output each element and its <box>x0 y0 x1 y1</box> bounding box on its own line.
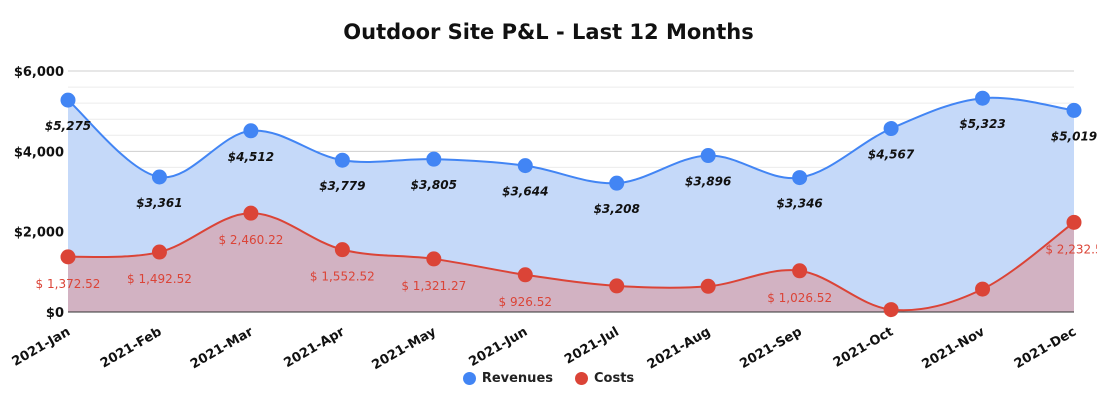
y-tick-label: $4,000 <box>14 145 64 160</box>
legend-swatch-revenues <box>462 372 476 385</box>
costs-data-label: $ 1,552.52 <box>310 270 375 284</box>
series-layer <box>67 96 1075 312</box>
costs-data-label: $ 2,460.22 <box>218 233 283 247</box>
costs-point[interactable] <box>1066 214 1082 230</box>
revenues-point[interactable] <box>517 158 533 174</box>
revenues-point[interactable] <box>700 148 716 164</box>
x-tick-label: 2021-Aug <box>645 324 713 372</box>
chart-legend: Revenues Costs <box>0 371 1097 386</box>
x-tick-label: 2021-Sep <box>737 324 804 372</box>
costs-data-label: $ 1,026.52 <box>767 291 832 305</box>
revenues-data-label: $5,275 <box>45 119 91 133</box>
y-tick-label: $2,000 <box>14 226 64 241</box>
revenues-data-label: $5,019 <box>1051 129 1097 143</box>
costs-data-label: $ 1,492.52 <box>127 272 192 286</box>
revenues-data-label: $5,323 <box>959 117 1005 131</box>
chart-title: Outdoor Site P&L - Last 12 Months <box>343 20 754 44</box>
costs-point[interactable] <box>975 281 991 297</box>
costs-point[interactable] <box>609 278 625 294</box>
revenues-point[interactable] <box>151 169 167 185</box>
x-tick-label: 2021-Mar <box>188 324 256 372</box>
x-tick-label: 2021-Feb <box>98 324 164 371</box>
revenues-data-label: $3,896 <box>685 175 731 189</box>
legend-swatch-costs <box>575 372 588 385</box>
costs-area <box>68 213 1074 312</box>
costs-point[interactable] <box>426 251 442 267</box>
costs-point[interactable] <box>883 302 899 318</box>
legend-item-costs[interactable]: Costs <box>575 371 634 386</box>
x-tick-label: 2021-May <box>370 324 440 373</box>
x-tick-label: 2021-Apr <box>282 324 348 371</box>
costs-point[interactable] <box>334 242 350 258</box>
revenues-point[interactable] <box>1066 102 1082 118</box>
costs-line <box>67 212 1075 312</box>
legend-label-revenues: Revenues <box>481 371 553 386</box>
legend-label-costs: Costs <box>594 371 635 386</box>
revenues-data-label: $3,208 <box>594 202 640 216</box>
costs-data-label: $ 1,321.27 <box>401 279 466 293</box>
revenues-point[interactable] <box>60 92 76 108</box>
costs-data-label: $ 926.52 <box>499 295 552 309</box>
revenues-point[interactable] <box>334 152 350 168</box>
revenues-point[interactable] <box>975 90 991 106</box>
revenues-point[interactable] <box>792 170 808 186</box>
revenues-point[interactable] <box>243 123 259 139</box>
y-tick-label: $6,000 <box>14 65 64 80</box>
revenues-data-label: $3,346 <box>776 197 822 211</box>
x-tick-label: 2021-Jul <box>562 324 622 367</box>
costs-point[interactable] <box>151 244 167 260</box>
revenues-point[interactable] <box>426 151 442 167</box>
revenues-data-label: $4,567 <box>868 148 915 162</box>
costs-data-label: $ 1,372.52 <box>36 277 101 291</box>
revenues-data-label: $4,512 <box>228 150 274 164</box>
costs-data-label: $ 2,232.5 <box>1045 242 1097 256</box>
x-tick-label: 2021-Jan <box>10 324 73 369</box>
y-tick-label: $0 <box>46 306 64 321</box>
revenues-data-label: $3,805 <box>411 178 457 192</box>
x-tick-label: 2021-Nov <box>920 324 988 372</box>
costs-point[interactable] <box>792 263 808 279</box>
revenues-point[interactable] <box>609 175 625 191</box>
revenues-data-label: $3,644 <box>502 185 548 199</box>
revenues-point[interactable] <box>883 121 899 137</box>
costs-point[interactable] <box>60 249 76 265</box>
x-tick-label: 2021-Jun <box>467 324 531 369</box>
costs-point[interactable] <box>700 278 716 294</box>
revenues-data-label: $3,779 <box>319 179 365 193</box>
x-tick-label: 2021-Dec <box>1012 324 1079 371</box>
x-tick-label: 2021-Oct <box>831 324 896 370</box>
costs-point[interactable] <box>243 205 259 221</box>
costs-point[interactable] <box>517 267 533 283</box>
revenues-data-label: $3,361 <box>136 196 182 210</box>
legend-item-revenues[interactable]: Revenues <box>462 371 553 386</box>
